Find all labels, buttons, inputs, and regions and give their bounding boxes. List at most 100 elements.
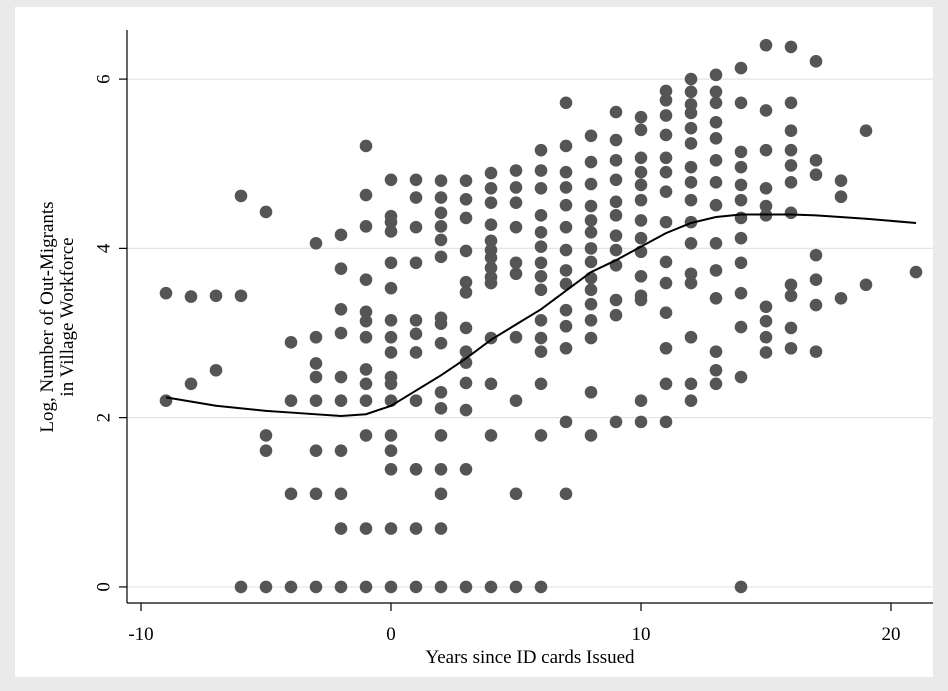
point (684, 85, 698, 99)
point (759, 300, 773, 314)
point (334, 326, 348, 340)
point (584, 177, 598, 191)
point (584, 129, 598, 143)
point (559, 165, 573, 179)
point (659, 377, 673, 391)
point (359, 377, 373, 391)
point (709, 236, 723, 250)
point (709, 115, 723, 129)
point (534, 283, 548, 297)
point (384, 225, 398, 238)
point (634, 231, 648, 245)
y-tick-label: 4 (93, 243, 114, 253)
point (309, 370, 323, 384)
point (634, 394, 648, 408)
point (309, 236, 323, 250)
point (734, 61, 748, 75)
point (784, 124, 798, 138)
point (484, 166, 498, 180)
point (234, 189, 248, 203)
point (684, 121, 698, 135)
point (809, 345, 823, 358)
point (634, 151, 648, 165)
point (709, 154, 723, 167)
point (559, 198, 573, 212)
point (284, 394, 298, 408)
point (559, 277, 573, 291)
x-tick-label: 0 (386, 624, 396, 645)
point (484, 377, 498, 391)
point (584, 199, 598, 213)
point (734, 178, 748, 192)
point (209, 363, 223, 377)
point (509, 330, 523, 344)
point (334, 303, 348, 316)
point (584, 255, 598, 269)
point (584, 314, 598, 327)
point (784, 278, 798, 292)
point (409, 346, 423, 359)
point (384, 580, 398, 594)
point (484, 218, 498, 231)
point (559, 487, 573, 501)
point (609, 415, 623, 429)
point (509, 220, 523, 234)
point (484, 261, 498, 275)
point (759, 38, 773, 52)
point (459, 244, 473, 258)
point (384, 522, 398, 535)
point (709, 377, 723, 391)
point (384, 281, 398, 295)
point (359, 305, 373, 319)
point (559, 303, 573, 317)
point (759, 199, 773, 213)
point (259, 444, 273, 457)
point (834, 174, 848, 187)
point (384, 330, 398, 344)
point (709, 292, 723, 305)
point (359, 139, 373, 153)
point (509, 256, 523, 270)
point (659, 415, 673, 429)
point (559, 264, 573, 277)
point (809, 154, 823, 167)
point (434, 429, 448, 442)
point (659, 276, 673, 290)
point (634, 110, 648, 124)
point (759, 330, 773, 344)
point (409, 580, 423, 594)
point (509, 487, 523, 501)
point (734, 580, 748, 594)
point (559, 220, 573, 234)
point (534, 143, 548, 157)
point (459, 211, 473, 225)
point (484, 181, 498, 195)
point (659, 93, 673, 107)
point (584, 214, 598, 227)
point (309, 487, 323, 501)
point (534, 256, 548, 270)
point (559, 415, 573, 429)
point (659, 109, 673, 122)
point (259, 429, 273, 442)
point (784, 96, 798, 110)
point (334, 228, 348, 242)
point (384, 346, 398, 359)
point (634, 269, 648, 283)
point (434, 206, 448, 220)
y-axis-title: in Village Workforce (57, 237, 78, 396)
fit-line (165, 213, 917, 417)
point (534, 331, 548, 345)
point (409, 173, 423, 187)
point (559, 243, 573, 257)
point (559, 96, 573, 110)
point (509, 267, 523, 281)
point (534, 164, 548, 177)
point (459, 376, 473, 390)
point (434, 250, 448, 264)
point (909, 265, 923, 279)
point (684, 72, 698, 86)
point (784, 321, 798, 335)
point (334, 487, 348, 501)
point (734, 211, 748, 225)
